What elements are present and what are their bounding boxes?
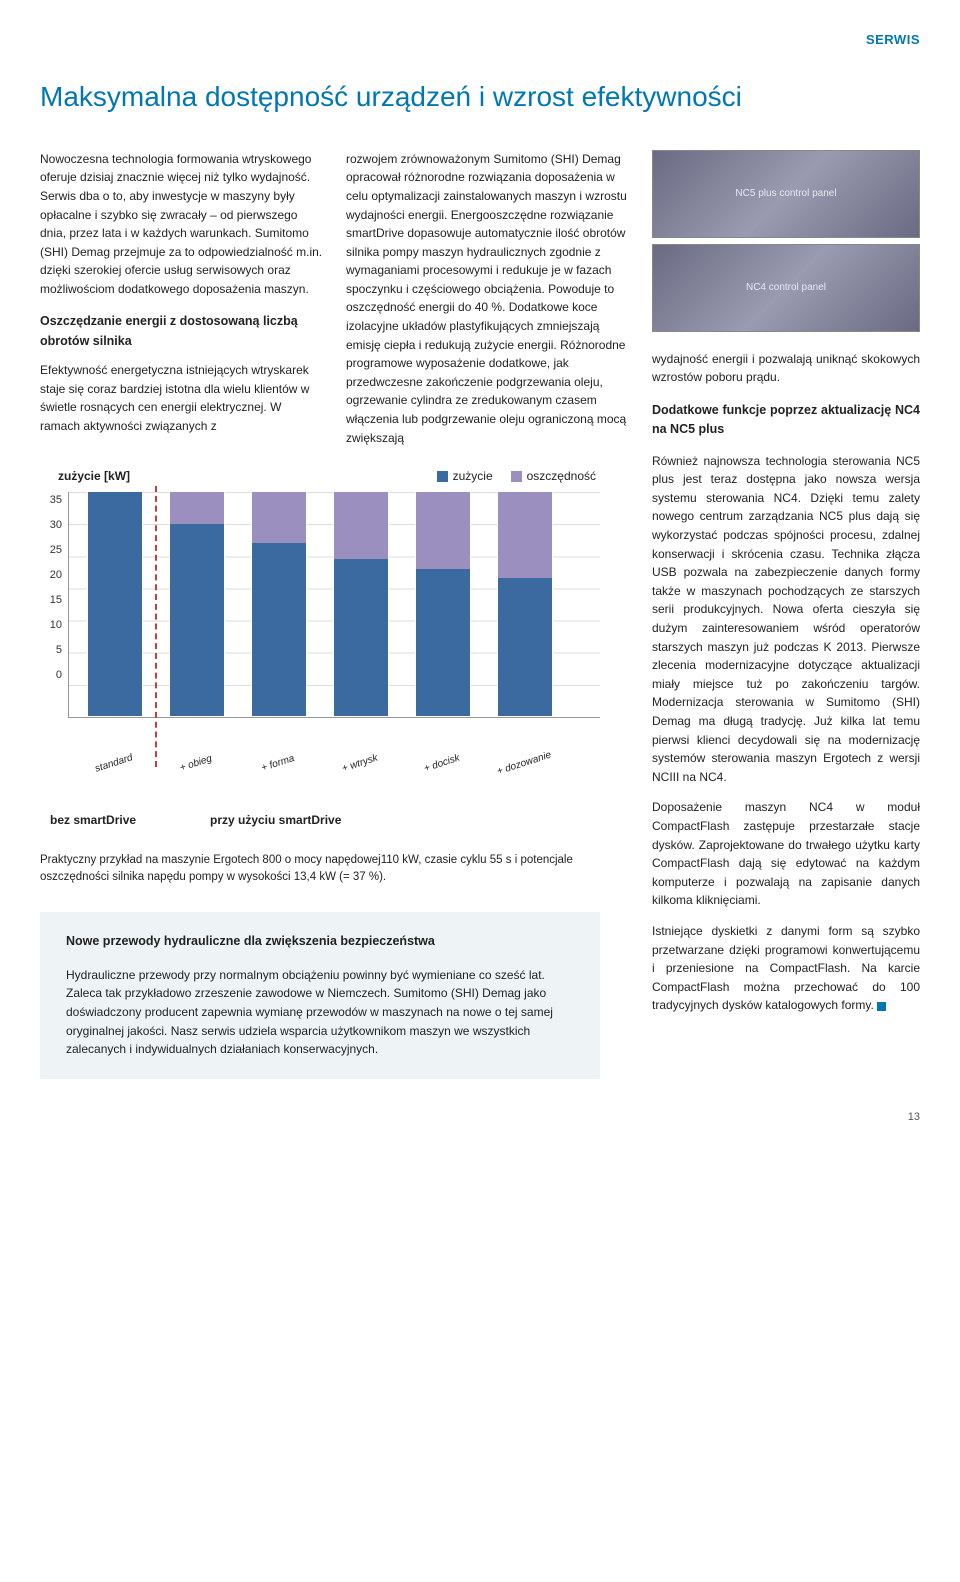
col1-sub1: Oszczędzanie energii z dostosowaną liczb… — [40, 312, 324, 351]
product-image-1: NC5 plus control panel — [652, 150, 920, 238]
col3-p1: wydajność energii i pozwalają uniknąć sk… — [652, 350, 920, 387]
bar-5 — [497, 491, 553, 717]
col1-p2: Efektywność energetyczna istniejących wt… — [40, 361, 324, 435]
col3-p3: Doposażenie maszyn NC4 w moduł CompactFl… — [652, 798, 920, 910]
legend-label-save: oszczędność — [527, 467, 596, 486]
energy-chart: zużycie [kW] zużycie oszczędność 3530252… — [40, 467, 600, 830]
chart-plot — [68, 492, 600, 718]
bar-3 — [333, 491, 389, 717]
col3-p2: Również najnowsza technologia sterowania… — [652, 452, 920, 787]
info-box-body: Hydrauliczne przewody przy normalnym obc… — [66, 966, 574, 1059]
product-image-2: NC4 control panel — [652, 244, 920, 332]
bar-0 — [87, 491, 143, 717]
chart-yaxis: 35302520151050 — [40, 492, 68, 718]
bar-2 — [251, 491, 307, 717]
end-square-icon — [877, 1002, 886, 1011]
bar-4 — [415, 491, 471, 717]
legend-label-use: zużycie — [453, 467, 493, 486]
legend-swatch-use — [437, 471, 448, 482]
page-title: Maksymalna dostępność urządzeń i wzrost … — [40, 80, 920, 114]
image-stack: NC5 plus control panel NC4 control panel — [652, 150, 920, 332]
col1-p1: Nowoczesna technologia formowania wtrysk… — [40, 150, 324, 299]
info-box-title: Nowe przewody hydrauliczne dla zwiększen… — [66, 932, 574, 951]
chart-divider — [155, 486, 157, 767]
category-label: SERWIS — [40, 30, 920, 50]
bar-1 — [169, 491, 225, 717]
chart-footer-right: przy użyciu smartDrive — [170, 811, 600, 830]
chart-legend: zużycie oszczędność — [437, 467, 596, 486]
col2-p1: rozwojem zrównoważonym Sumitomo (SHI) De… — [346, 150, 630, 448]
chart-ylabel: zużycie [kW] — [58, 467, 130, 486]
chart-caption: Praktyczny przykład na maszynie Ergotech… — [40, 852, 600, 887]
chart-category-labels: standard+ obieg+ forma+ wtrysk+ docisk+ … — [40, 756, 600, 772]
info-box: Nowe przewody hydrauliczne dla zwiększen… — [40, 912, 600, 1078]
legend-swatch-save — [511, 471, 522, 482]
page-number: 13 — [40, 1109, 920, 1126]
col3-sub1: Dodatkowe funkcje poprzez aktualizację N… — [652, 401, 920, 440]
col3-p4: Istniejące dyskietki z danymi form są sz… — [652, 922, 920, 1015]
chart-footer-left: bez smartDrive — [40, 811, 170, 830]
